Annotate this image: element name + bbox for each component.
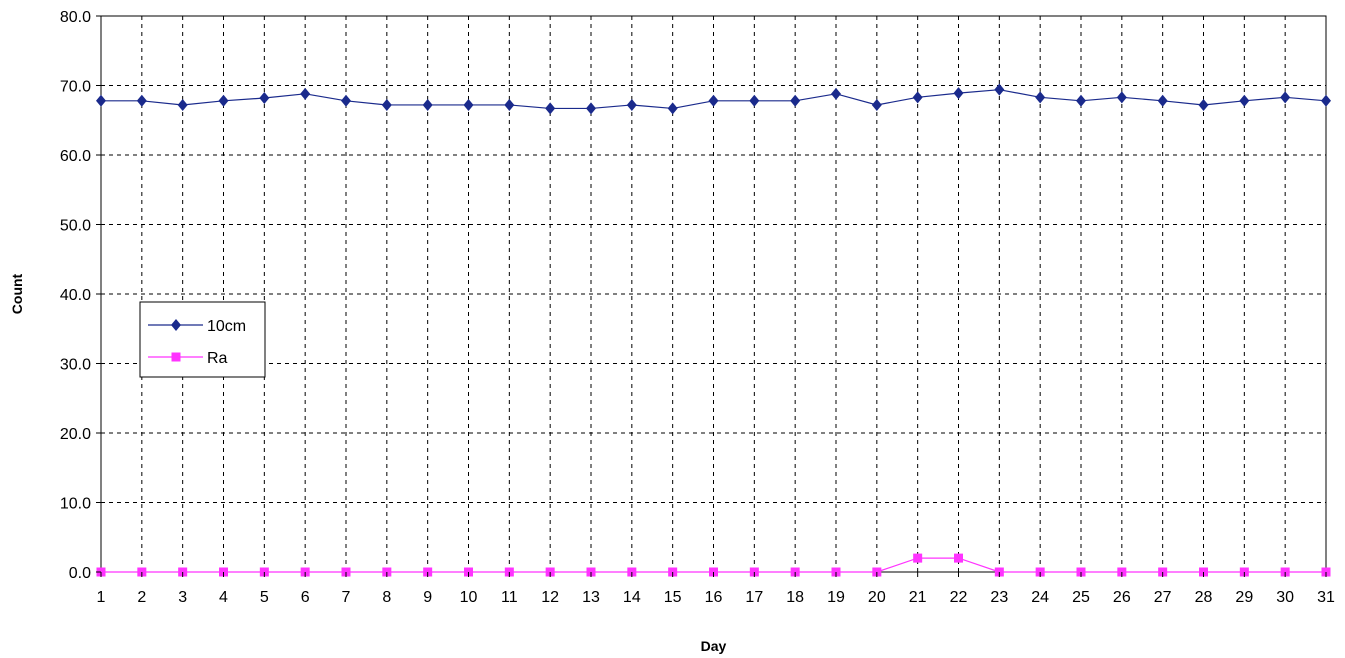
data-point	[667, 102, 678, 115]
x-tick-label: 17	[745, 589, 763, 606]
data-point	[749, 94, 760, 107]
legend-box	[139, 301, 266, 378]
data-point	[504, 98, 515, 111]
y-tick-label: 50.0	[60, 218, 91, 235]
data-point	[1321, 94, 1331, 107]
x-tick-label: 7	[342, 589, 351, 606]
y-tick-label: 30.0	[60, 357, 91, 374]
x-tick-label: 25	[1072, 589, 1090, 606]
x-tick-label: 26	[1113, 589, 1131, 606]
y-tick-label: 40.0	[60, 287, 91, 304]
x-tick-label: 31	[1317, 589, 1335, 606]
y-tick-label: 0.0	[69, 565, 91, 582]
y-axis-ticks: 0.0 10.0 20.0 30.0 40.0 50.0 60.0 70.0 80.0	[60, 9, 101, 582]
data-point	[586, 102, 596, 115]
data-point	[463, 98, 474, 111]
x-tick-label: 18	[786, 589, 804, 606]
data-point	[1035, 91, 1046, 104]
data-point	[1116, 91, 1127, 104]
x-tick-label: 30	[1276, 589, 1294, 606]
x-tick-label: 29	[1235, 589, 1253, 606]
x-tick-label: 10	[460, 589, 478, 606]
x-tick-label: 6	[301, 589, 310, 606]
y-tick-label: 70.0	[60, 79, 91, 96]
x-tick-label: 24	[1031, 589, 1049, 606]
data-point	[626, 98, 637, 111]
series-10cm	[96, 83, 1331, 115]
legend: 10cm Ra	[139, 301, 266, 378]
data-point	[912, 91, 923, 104]
data-point	[96, 94, 106, 107]
data-point	[422, 98, 433, 111]
data-point	[300, 87, 311, 100]
legend-item-ra: Ra	[148, 350, 228, 367]
x-tick-label: 20	[868, 589, 886, 606]
x-tick-label: 15	[664, 589, 682, 606]
data-point	[177, 98, 188, 111]
x-tick-label: 28	[1195, 589, 1213, 606]
x-tick-label: 13	[582, 589, 600, 606]
data-point	[545, 102, 556, 115]
x-tick-label: 9	[423, 589, 432, 606]
data-point	[1280, 91, 1291, 104]
y-axis-title: Count	[9, 273, 25, 314]
x-tick-label: 8	[382, 589, 391, 606]
x-tick-label: 2	[137, 589, 146, 606]
data-point	[1239, 94, 1250, 107]
data-point	[913, 553, 923, 563]
data-point	[790, 94, 801, 107]
x-tick-label: 19	[827, 589, 845, 606]
x-tick-label: 12	[541, 589, 559, 606]
data-point	[341, 94, 351, 107]
data-point	[218, 94, 229, 107]
x-axis-ticks: 1 2 3 4 5 6 7 8 9 10 11 12 13 14 15 16 17 18 19 20 21 22 23 24 2…	[97, 572, 1335, 606]
x-tick-label: 3	[178, 589, 187, 606]
data-point	[831, 87, 841, 100]
x-tick-label: 16	[705, 589, 723, 606]
x-tick-label: 27	[1154, 589, 1172, 606]
x-tick-label: 5	[260, 589, 269, 606]
data-point	[994, 83, 1005, 96]
data-point	[1076, 94, 1086, 107]
data-point	[1157, 94, 1168, 107]
legend-label: Ra	[207, 350, 228, 367]
data-point	[871, 98, 882, 111]
y-tick-label: 60.0	[60, 148, 91, 165]
x-tick-label: 14	[623, 589, 641, 606]
y-tick-label: 80.0	[60, 9, 91, 26]
legend-item-10cm: 10cm	[148, 318, 246, 335]
y-tick-label: 20.0	[60, 426, 91, 443]
data-point	[953, 87, 964, 100]
data-point	[259, 92, 270, 105]
data-point	[708, 94, 719, 107]
legend-label: 10cm	[207, 318, 246, 335]
data-point	[381, 98, 392, 111]
x-axis-title: Day	[701, 638, 727, 654]
x-tick-label: 1	[97, 589, 106, 606]
square-marker-icon	[171, 352, 181, 362]
x-tick-label: 21	[909, 589, 927, 606]
data-point	[1198, 98, 1209, 111]
data-point	[136, 94, 147, 107]
x-tick-label: 4	[219, 589, 228, 606]
x-tick-label: 22	[950, 589, 968, 606]
data-point	[954, 553, 963, 563]
y-tick-label: 10.0	[60, 496, 91, 513]
x-tick-label: 23	[990, 589, 1008, 606]
diamond-marker-icon	[171, 319, 181, 331]
x-tick-label: 11	[501, 589, 518, 606]
